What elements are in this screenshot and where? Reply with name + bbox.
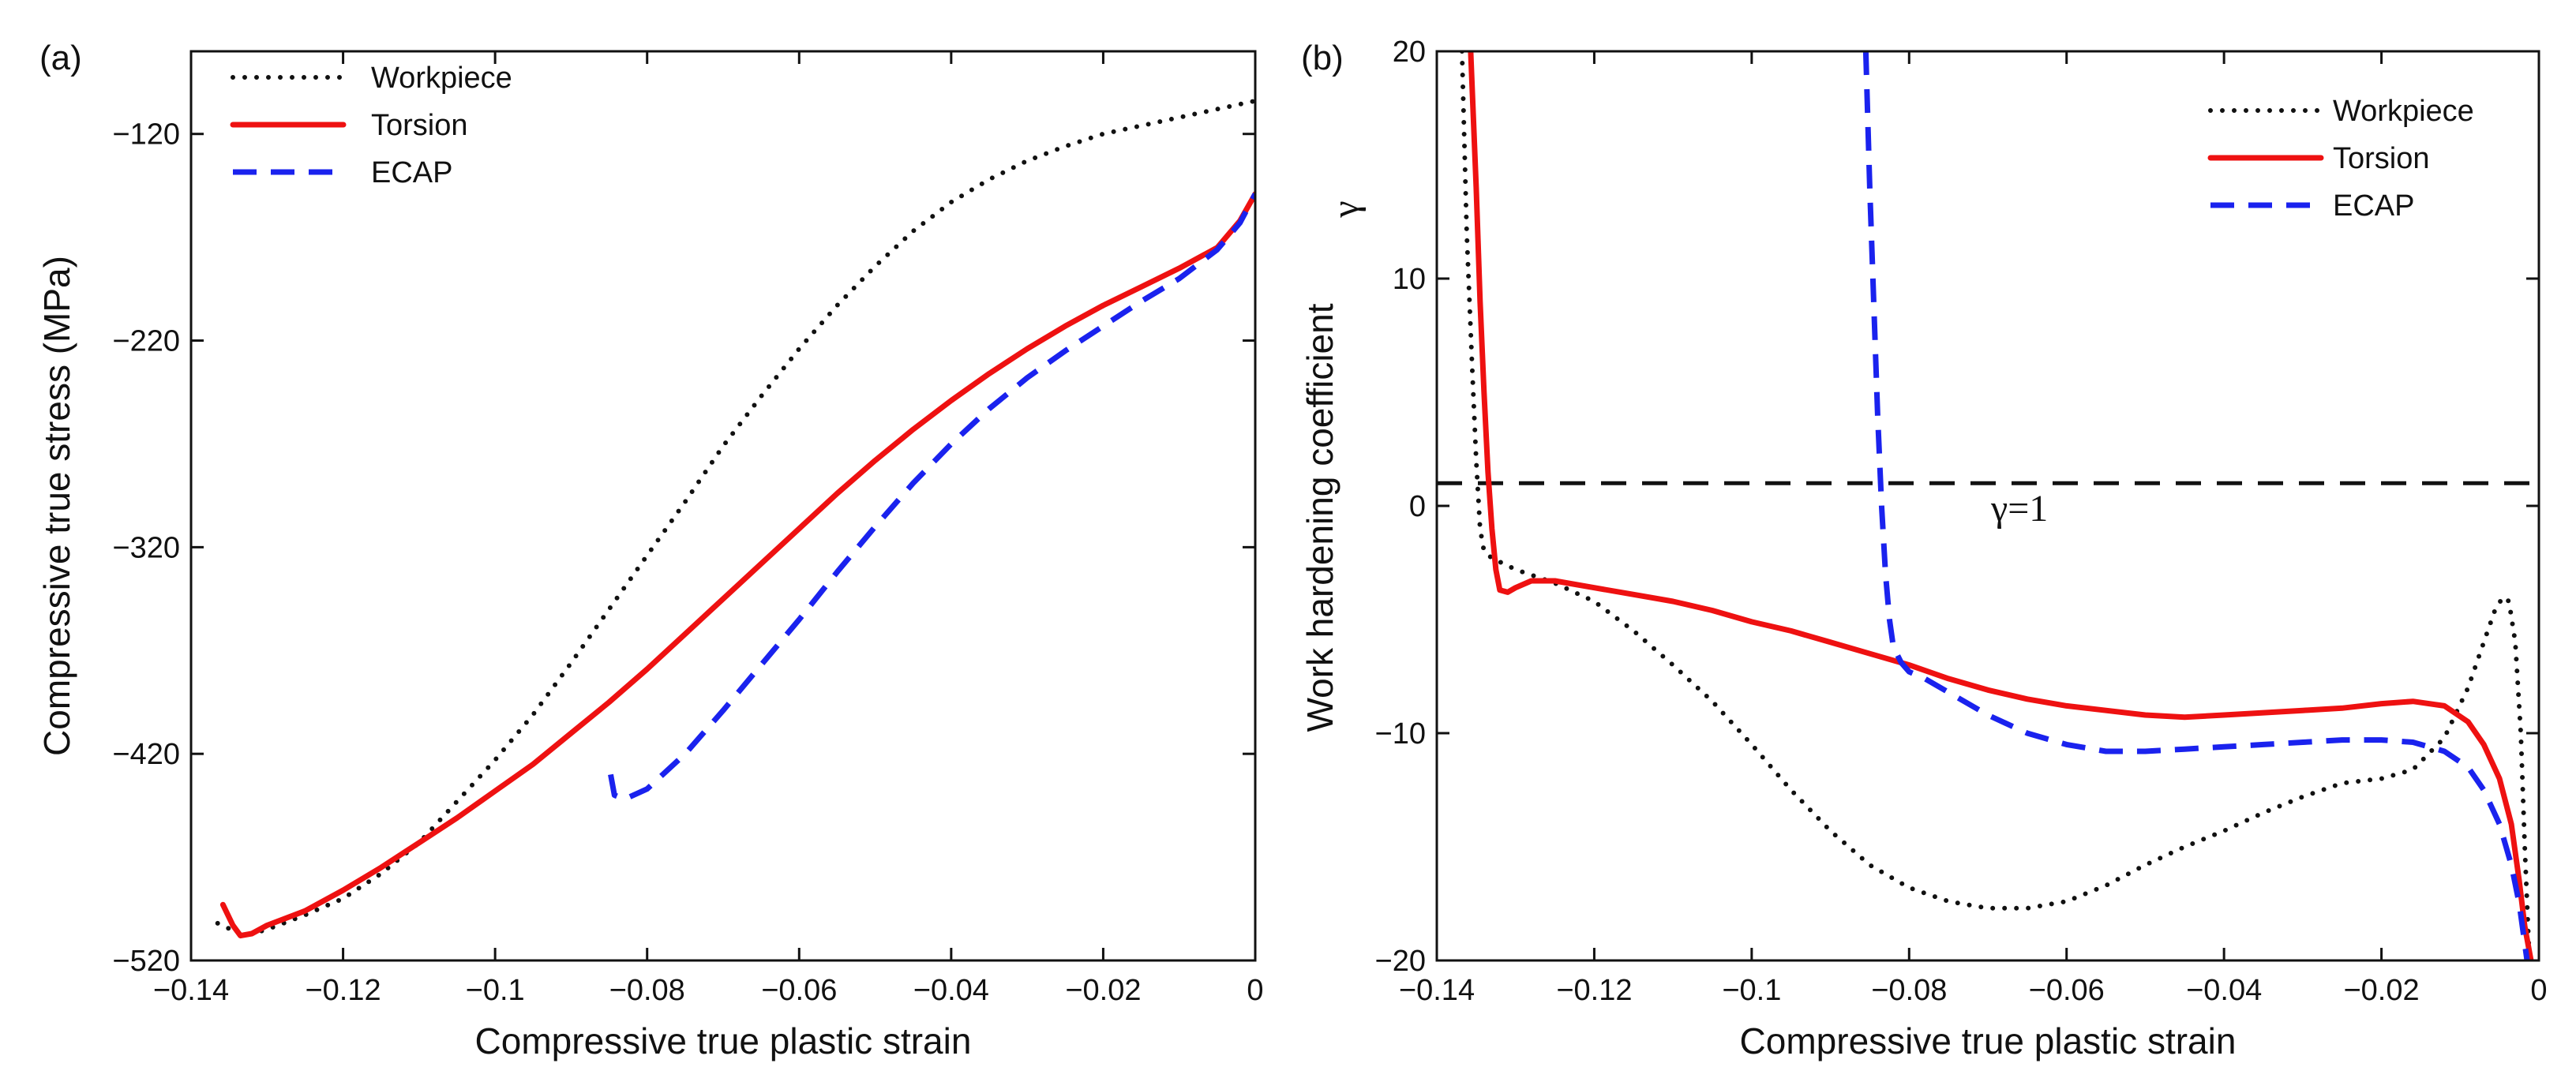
y-tick-label: −420 [112, 738, 180, 771]
x-tick-label: −0.12 [1556, 974, 1632, 1007]
gamma-equals-one-label: γ=1 [1990, 488, 2048, 530]
x-tick-label: −0.1 [1722, 974, 1781, 1007]
x-tick-label: −0.14 [153, 974, 229, 1007]
x-tick-label: −0.02 [1065, 974, 1141, 1007]
legend-label-ecap: ECAP [371, 156, 452, 189]
panel-b-axes-frame [1435, 50, 2540, 962]
panel-a-legend: Workpiece Torsion ECAP [230, 62, 512, 189]
y-tick-label: −120 [112, 118, 180, 152]
legend-label-torsion: Torsion [2333, 142, 2430, 175]
panel-b-series [1459, 51, 2534, 960]
panel-a-label: (a) [39, 39, 82, 77]
panel-b-label: (b) [1301, 39, 1344, 77]
x-tick-label: −0.1 [466, 974, 525, 1007]
panel-b-x-axis-title: Compressive true plastic strain [1740, 1020, 2237, 1061]
y-tick-label: −10 [1375, 717, 1426, 751]
x-tick-label: −0.06 [2029, 974, 2105, 1007]
legend-label-workpiece: Workpiece [371, 62, 512, 95]
legend-label-workpiece: Workpiece [2333, 95, 2474, 128]
y-tick-label: 0 [1409, 490, 1426, 523]
series-line-ecap [1862, 51, 2530, 960]
panel-b-y-axis-title: Work hardening coefficient [1299, 303, 1340, 732]
y-tick-label: −520 [112, 945, 180, 978]
panel-a-series [215, 98, 1255, 939]
x-tick-label: −0.08 [1871, 974, 1947, 1007]
y-tick-label: −320 [112, 531, 180, 564]
panel-a-x-axis-title: Compressive true plastic strain [475, 1020, 972, 1061]
y-tick-label: −20 [1375, 945, 1426, 978]
panel-b: (b) −0.14 −0.12 −0.1 −0.08 −0.06 −0.04 −0.02 0 2… [1299, 36, 2548, 1061]
panel-b-y-axis-symbol: γ [1325, 200, 1367, 218]
y-tick-label: 20 [1393, 36, 1426, 69]
y-tick-label: 10 [1393, 263, 1426, 296]
x-tick-label: −0.04 [913, 974, 989, 1007]
y-tick-label: −220 [112, 325, 180, 358]
legend-label-torsion: Torsion [371, 109, 468, 142]
series-line-workpiece [1459, 51, 2532, 960]
panel-a-y-axis-title: Compressive true stress (MPa) [36, 256, 77, 756]
x-tick-label: −0.12 [305, 974, 381, 1007]
panel-a: (a) −0.14 −0.12 −0.1 −0.08 −0.06 −0.04 −0.02 0−… [36, 39, 1264, 1061]
series-line-workpiece [215, 98, 1255, 938]
panel-a-axes-frame [189, 50, 1257, 962]
series-line-torsion [219, 191, 1255, 939]
series-line-ecap [608, 193, 1255, 803]
panel-a-ticks: −0.14 −0.12 −0.1 −0.08 −0.06 −0.04 −0.02 0 −120 −… [112, 51, 1264, 1007]
legend-label-ecap: ECAP [2333, 189, 2414, 223]
x-tick-label: −0.02 [2343, 974, 2419, 1007]
series-line-torsion [1468, 51, 2534, 960]
x-tick-label: −0.08 [609, 974, 685, 1007]
x-tick-label: −0.04 [2186, 974, 2262, 1007]
x-tick-label: −0.06 [761, 974, 837, 1007]
x-tick-label: 0 [1247, 974, 1263, 1007]
x-tick-label: −0.14 [1399, 974, 1475, 1007]
panel-b-legend: Workpiece Torsion ECAP [2207, 95, 2474, 223]
panel-b-ticks: −0.14 −0.12 −0.1 −0.08 −0.06 −0.04 −0.02 0 20 10 0… [1375, 36, 2548, 1007]
x-tick-label: 0 [2530, 974, 2547, 1007]
